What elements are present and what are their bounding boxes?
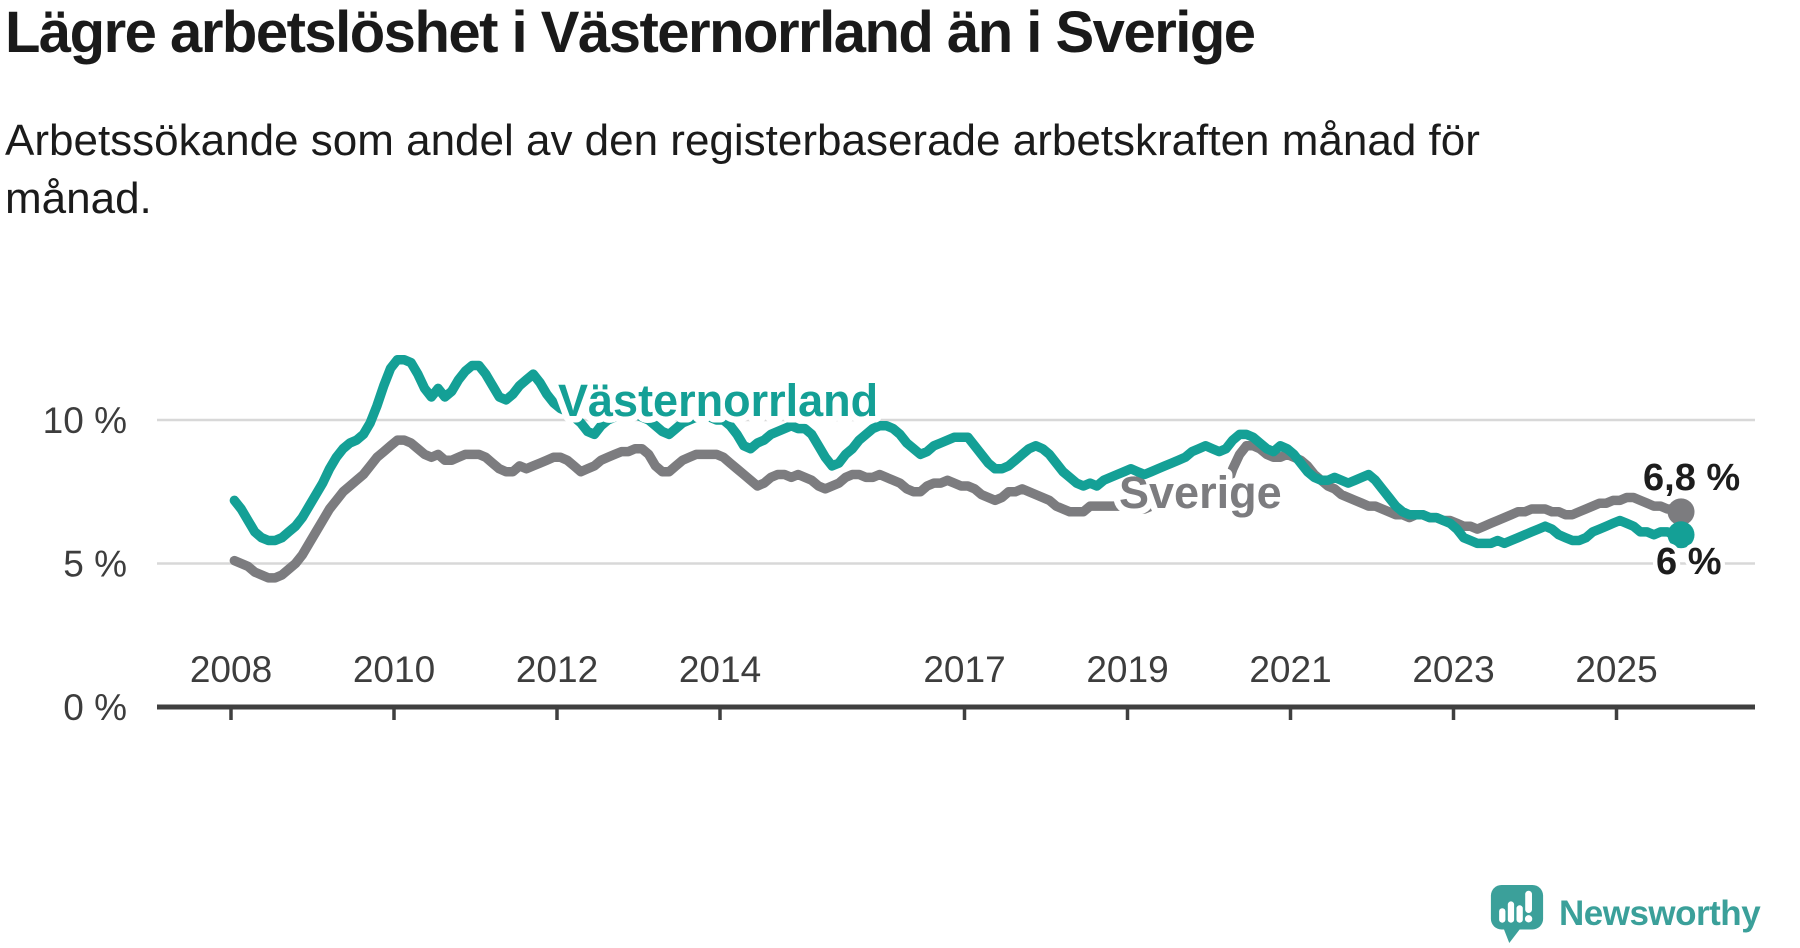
x-axis-label-2019: 2019	[1086, 649, 1168, 690]
newsworthy-logo: Newsworthy	[1488, 882, 1761, 946]
logo-exclamation-stroke	[1525, 890, 1532, 914]
y-axis-label-10: 10 %	[43, 400, 127, 441]
series-label-vasternorrland: Västernorrland	[558, 375, 878, 426]
x-axis-label-2025: 2025	[1575, 649, 1657, 690]
x-axis-label-2008: 2008	[190, 649, 272, 690]
chart-subtitle-line2: månad.	[5, 174, 152, 224]
newsworthy-logo-icon	[1490, 885, 1544, 943]
logo-bar-3	[1516, 905, 1523, 923]
chart-subtitle: Arbetssökande som andel av den registerb…	[5, 112, 1480, 228]
newsworthy-logo-text: Newsworthy	[1559, 894, 1761, 933]
logo-bar-1	[1499, 908, 1506, 923]
end-dot-sverige	[1667, 498, 1695, 526]
end-value-label-vasternorrland: 6 %	[1656, 541, 1721, 583]
logo-exclamation-dot	[1524, 915, 1533, 923]
end-dot-vasternorrland	[1667, 521, 1695, 549]
series-line-sverige	[229, 435, 1686, 583]
y-axis-label-0: 0 %	[63, 687, 127, 728]
end-value-label-sverige: 6,8 %	[1643, 457, 1740, 499]
chart-title: Lägre arbetslöshet i Västernorrland än i…	[5, 0, 1256, 65]
x-axis-label-2017: 2017	[923, 649, 1005, 690]
series-line-vasternorrland	[229, 354, 1686, 549]
x-axis-label-2010: 2010	[353, 649, 435, 690]
x-axis-label-2014: 2014	[679, 649, 761, 690]
x-axis-label-2021: 2021	[1249, 649, 1331, 690]
logo-bar-2	[1507, 901, 1515, 923]
x-axis-label-2012: 2012	[516, 649, 598, 690]
x-axis-label-2023: 2023	[1412, 649, 1494, 690]
chart-subtitle-line1: Arbetssökande som andel av den registerb…	[5, 116, 1480, 165]
y-axis-label-5: 5 %	[63, 544, 127, 585]
